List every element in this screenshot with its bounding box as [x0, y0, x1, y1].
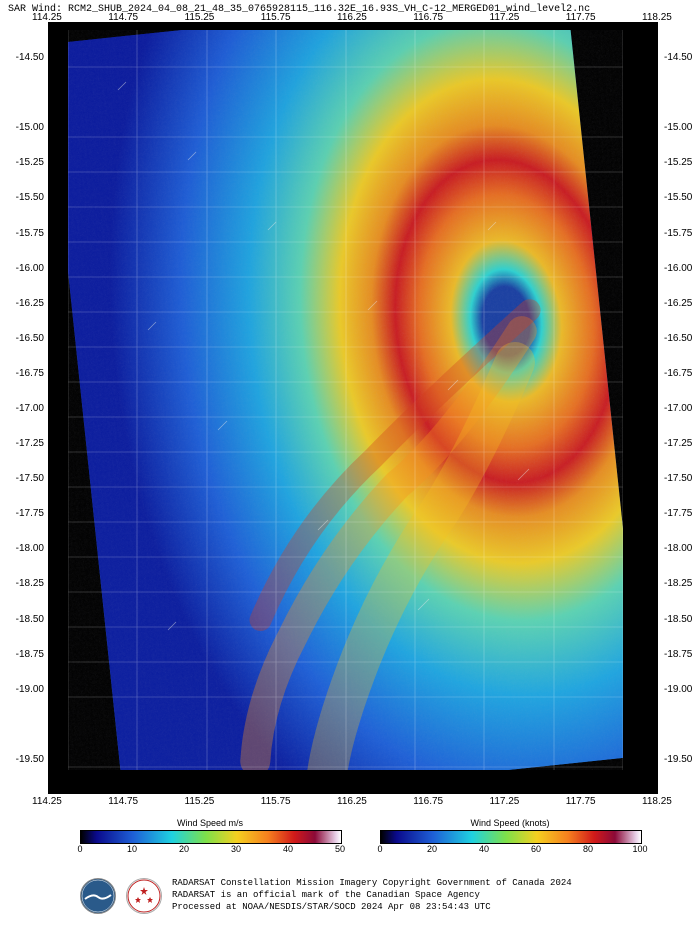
x-tick-label: 118.25 — [642, 12, 672, 23]
csa-logo-icon — [126, 878, 162, 914]
map-plot-area — [48, 22, 658, 794]
y-tick-label: -16.75 — [2, 368, 44, 379]
y-tick-label: -18.00 — [2, 543, 44, 554]
y-tick-label: -18.75 — [2, 649, 44, 660]
colorbar-ms-bar — [80, 830, 342, 844]
colorbar-tick: 50 — [335, 844, 345, 854]
y-tick-label: -16.25 — [2, 298, 44, 309]
y-tick-label: -16.00 — [664, 263, 699, 274]
y-tick-label: -15.75 — [2, 228, 44, 239]
colorbar-tick: 0 — [77, 844, 82, 854]
footer-line3: Processed at NOAA/NESDIS/STAR/SOCD 2024 … — [172, 902, 572, 914]
x-tick-label: 114.25 — [32, 12, 62, 23]
x-tick-label: 115.25 — [185, 796, 215, 807]
footer-line1: RADARSAT Constellation Mission Imagery C… — [172, 878, 572, 890]
colorbar-tick: 20 — [179, 844, 189, 854]
x-tick-label: 117.25 — [490, 12, 520, 23]
y-tick-label: -15.00 — [2, 122, 44, 133]
footer: RADARSAT Constellation Mission Imagery C… — [80, 878, 640, 914]
colorbar-ms-title: Wind Speed m/s — [80, 818, 340, 828]
y-tick-label: -16.00 — [2, 263, 44, 274]
x-tick-label: 117.25 — [490, 796, 520, 807]
y-tick-label: -15.75 — [664, 228, 699, 239]
y-tick-label: -19.00 — [2, 684, 44, 695]
y-tick-label: -17.50 — [664, 473, 699, 484]
y-tick-label: -15.50 — [2, 192, 44, 203]
y-tick-label: -19.50 — [664, 754, 699, 765]
y-tick-label: -16.50 — [664, 333, 699, 344]
x-tick-label: 117.75 — [566, 796, 596, 807]
colorbar-tick: 30 — [231, 844, 241, 854]
y-tick-label: -18.25 — [2, 578, 44, 589]
y-tick-label: -14.50 — [2, 52, 44, 63]
x-tick-label: 116.25 — [337, 796, 367, 807]
x-tick-label: 117.75 — [566, 12, 596, 23]
y-tick-label: -17.00 — [664, 403, 699, 414]
y-tick-label: -18.75 — [664, 649, 699, 660]
y-tick-label: -17.25 — [2, 438, 44, 449]
y-tick-label: -18.50 — [2, 614, 44, 625]
y-tick-label: -15.00 — [664, 122, 699, 133]
x-tick-label: 115.75 — [261, 796, 291, 807]
y-tick-label: -14.50 — [664, 52, 699, 63]
sar-wind-swath — [68, 30, 623, 770]
footer-text: RADARSAT Constellation Mission Imagery C… — [172, 878, 572, 913]
colorbar-knots: Wind Speed (knots) 020406080100 — [380, 818, 640, 868]
y-tick-label: -17.75 — [2, 508, 44, 519]
x-tick-label: 116.75 — [413, 796, 443, 807]
x-tick-label: 114.75 — [108, 796, 138, 807]
x-tick-label: 115.75 — [261, 12, 291, 23]
y-tick-label: -18.50 — [664, 614, 699, 625]
colorbar-knots-ticks: 020406080100 — [380, 844, 640, 858]
y-tick-label: -17.50 — [2, 473, 44, 484]
y-tick-label: -18.25 — [664, 578, 699, 589]
colorbar-tick: 40 — [479, 844, 489, 854]
footer-line2: RADARSAT is an official mark of the Cana… — [172, 890, 572, 902]
y-tick-label: -15.25 — [664, 157, 699, 168]
colorbar-ms-ticks: 01020304050 — [80, 844, 340, 858]
x-tick-label: 116.75 — [413, 12, 443, 23]
y-tick-label: -16.50 — [2, 333, 44, 344]
colorbar-section: Wind Speed m/s 0 10 20 30 40 50 Wind Speed (k… — [80, 818, 640, 868]
y-tick-label: -15.50 — [664, 192, 699, 203]
colorbar-ms: Wind Speed m/s 01020304050 — [80, 818, 340, 868]
colorbar-tick: 10 — [127, 844, 137, 854]
colorbar-knots-title: Wind Speed (knots) — [380, 818, 640, 828]
noaa-logo-icon — [80, 878, 116, 914]
colorbar-tick: 0 — [377, 844, 382, 854]
y-tick-label: -16.75 — [664, 368, 699, 379]
colorbar-knots-bar — [380, 830, 642, 844]
y-tick-label: -17.75 — [664, 508, 699, 519]
colorbar-tick: 100 — [632, 844, 647, 854]
colorbar-tick: 60 — [531, 844, 541, 854]
x-tick-label: 118.25 — [642, 796, 672, 807]
y-tick-label: -19.50 — [2, 754, 44, 765]
colorbar-tick: 40 — [283, 844, 293, 854]
y-tick-label: -17.25 — [664, 438, 699, 449]
colorbar-tick: 80 — [583, 844, 593, 854]
y-tick-label: -17.00 — [2, 403, 44, 414]
x-tick-label: 114.75 — [108, 12, 138, 23]
x-tick-label: 114.25 — [32, 796, 62, 807]
colorbar-tick: 20 — [427, 844, 437, 854]
x-tick-label: 115.25 — [185, 12, 215, 23]
x-tick-label: 116.25 — [337, 12, 367, 23]
y-tick-label: -18.00 — [664, 543, 699, 554]
y-tick-label: -15.25 — [2, 157, 44, 168]
y-tick-label: -16.25 — [664, 298, 699, 309]
y-tick-label: -19.00 — [664, 684, 699, 695]
